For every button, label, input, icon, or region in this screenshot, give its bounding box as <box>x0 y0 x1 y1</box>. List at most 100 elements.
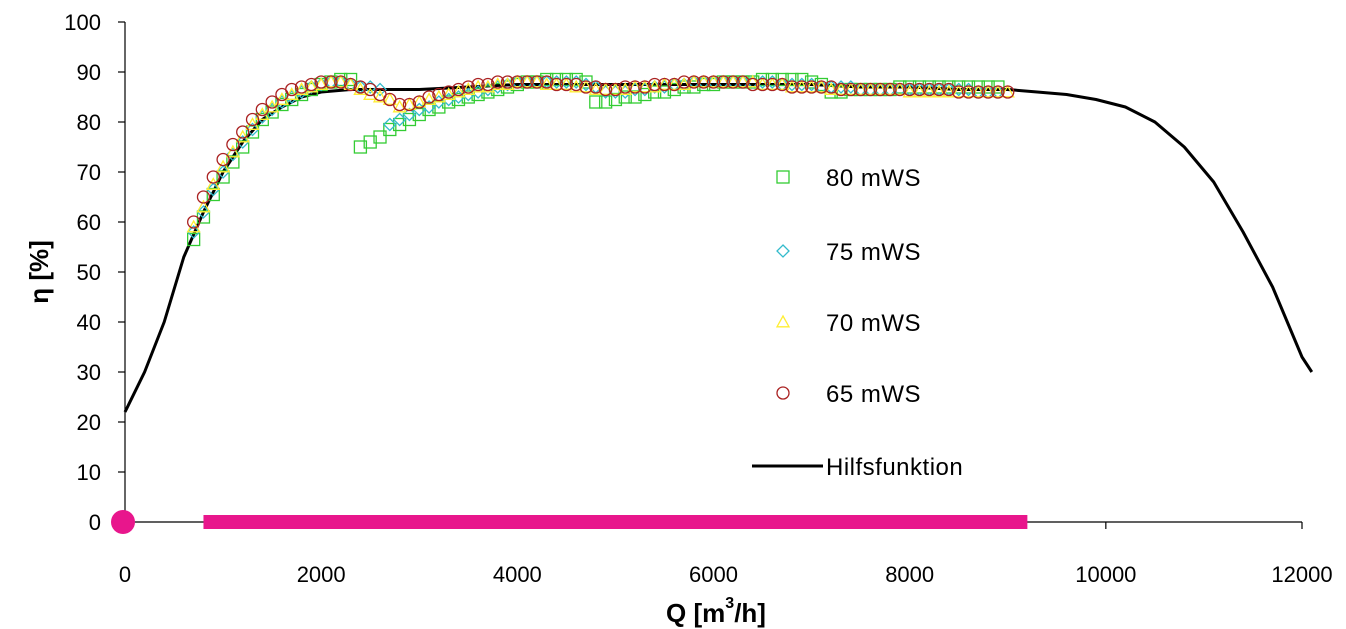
data-point-65-mws <box>648 77 662 92</box>
y-tick-labels: 0 10 20 30 40 50 60 70 80 90 100 <box>64 10 101 535</box>
data-point-80-mws <box>628 90 642 104</box>
data-point-70-mws <box>529 74 545 88</box>
line-layer <box>123 83 1314 413</box>
data-point-70-mws <box>882 82 898 95</box>
y-tick-label: 80 <box>77 110 101 135</box>
data-point-65-mws <box>520 75 534 89</box>
data-point-65-mws <box>1001 85 1015 99</box>
data-point-70-mws <box>392 99 407 113</box>
data-point-70-mws <box>353 82 368 95</box>
data-point-65-mws <box>942 82 956 97</box>
y-tick-label: 10 <box>77 460 101 485</box>
data-point-75-mws <box>235 135 250 149</box>
x-tick-label: 12000 <box>1271 562 1332 587</box>
data-point-70-mws <box>647 79 662 93</box>
data-point-70-mws <box>902 84 917 98</box>
operating-range-bar <box>203 515 1028 529</box>
y-tick-label: 90 <box>77 60 101 85</box>
data-point-75-mws <box>402 107 417 122</box>
data-point-70-mws <box>578 79 594 93</box>
data-point-70-mws <box>843 82 858 95</box>
data-point-70-mws <box>667 77 682 90</box>
data-point-70-mws <box>716 74 731 88</box>
series-line-hilfsfunktion <box>123 83 1314 413</box>
data-point-65-mws <box>981 85 995 99</box>
data-point-80-mws <box>363 135 377 149</box>
data-point-80-mws <box>206 187 220 202</box>
data-point-70-mws <box>569 79 584 93</box>
data-point-65-mws <box>971 85 985 99</box>
data-point-70-mws <box>794 79 809 93</box>
x-tick-labels: 0 2000 4000 6000 8000 10000 12000 <box>119 562 1333 587</box>
data-point-80-mws <box>187 232 201 247</box>
x-tick-label: 0 <box>119 562 131 587</box>
data-point-65-mws <box>883 82 897 97</box>
data-point-65-mws <box>952 85 966 99</box>
data-point-70-mws <box>735 74 751 88</box>
data-point-70-mws <box>402 97 417 110</box>
data-point-70-mws <box>804 79 819 93</box>
data-point-65-mws <box>216 152 230 167</box>
data-point-70-mws <box>814 79 829 93</box>
legend: 80 mWS 75 mWS 70 mWS 65 mWS Hilfsfunktion <box>752 165 963 481</box>
data-point-70-mws <box>421 92 437 105</box>
y-tick-label: 70 <box>77 160 101 185</box>
data-point-70-mws <box>657 77 672 90</box>
y-tick-label: 0 <box>89 510 101 535</box>
data-point-80-mws <box>216 170 230 184</box>
data-point-65-mws <box>736 75 750 89</box>
data-point-65-mws <box>559 77 574 92</box>
data-point-65-mws <box>500 75 515 89</box>
data-point-65-mws <box>697 75 711 89</box>
data-point-75-mws <box>206 182 221 197</box>
data-point-80-mws <box>383 122 397 137</box>
data-point-70-mws <box>549 77 564 90</box>
data-point-65-mws <box>903 82 917 97</box>
data-point-65-mws <box>795 80 809 94</box>
data-point-65-mws <box>334 75 348 89</box>
data-point-70-mws <box>961 84 976 98</box>
data-point-65-mws <box>657 77 672 92</box>
data-point-65-mws <box>893 82 907 97</box>
data-point-80-mws <box>392 117 407 132</box>
data-point-65-mws <box>549 77 564 92</box>
data-point-65-mws <box>618 80 632 94</box>
data-point-70-mws <box>755 77 770 90</box>
data-point-70-mws <box>343 77 358 90</box>
data-point-65-mws <box>589 80 603 94</box>
data-point-70-mws <box>951 84 966 98</box>
data-point-65-mws <box>706 75 721 89</box>
data-point-70-mws <box>981 84 996 98</box>
data-point-65-mws <box>451 82 466 97</box>
data-point-65-mws <box>824 80 838 94</box>
data-point-70-mws <box>824 82 839 95</box>
data-point-70-mws <box>431 89 446 103</box>
data-point-70-mws <box>686 74 701 88</box>
data-point-70-mws <box>314 77 329 90</box>
data-point-65-mws <box>932 82 946 97</box>
data-point-70-mws <box>412 94 427 108</box>
series-70-mws <box>186 74 1015 233</box>
data-point-65-mws <box>294 80 309 94</box>
data-point-65-mws <box>814 80 829 94</box>
x-axis-title: Q [m3/h] <box>666 595 766 628</box>
data-point-65-mws <box>187 215 201 229</box>
data-point-65-mws <box>687 75 701 89</box>
data-point-65-mws <box>491 75 505 89</box>
legend-swatch-80-mws <box>776 170 790 184</box>
data-point-70-mws <box>333 74 348 88</box>
data-point-65-mws <box>746 77 760 92</box>
data-point-70-mws <box>382 92 397 105</box>
data-point-65-mws <box>785 80 799 94</box>
origin-marker <box>111 510 135 534</box>
data-point-65-mws <box>608 82 623 97</box>
x-tick-label: 2000 <box>297 562 346 587</box>
x-tick-label: 8000 <box>885 562 934 587</box>
data-point-75-mws <box>392 112 407 127</box>
data-point-70-mws <box>775 77 790 90</box>
data-point-70-mws <box>608 82 623 95</box>
data-point-65-mws <box>255 102 269 117</box>
series-80-mws <box>187 72 1005 247</box>
data-point-70-mws <box>598 82 613 95</box>
data-point-70-mws <box>363 87 378 100</box>
